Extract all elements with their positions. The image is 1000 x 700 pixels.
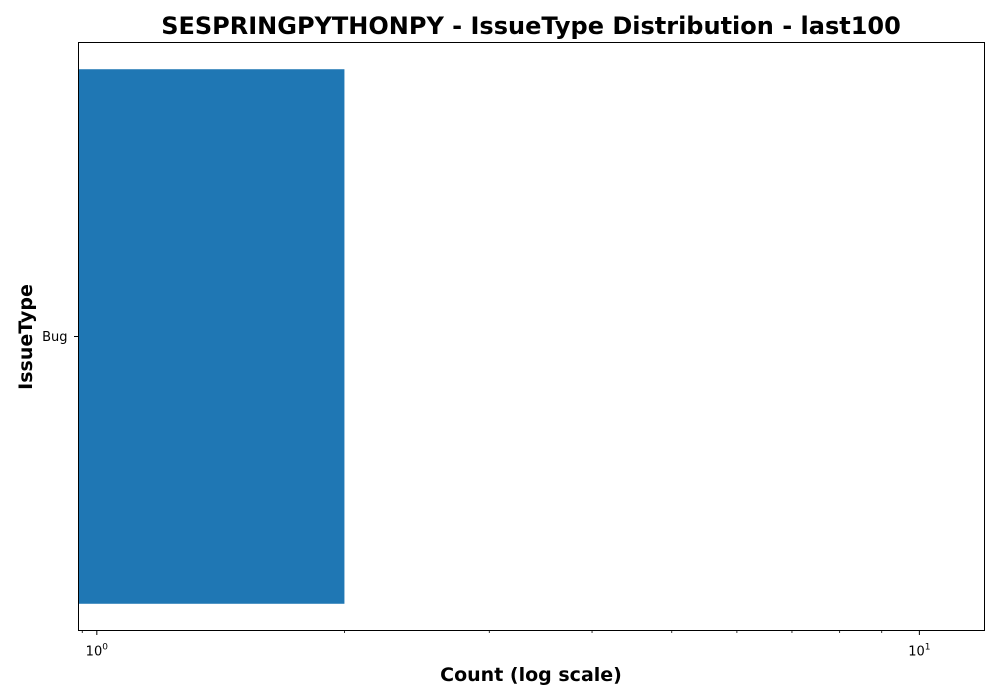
- x-axis-label: Count (log scale): [440, 664, 622, 686]
- y-ticks-layer: Bug: [42, 330, 79, 345]
- x-tick-label: 101: [908, 643, 930, 660]
- y-axis-label: IssueType: [15, 284, 37, 390]
- chart-title: SESPRINGPYTHONPY - IssueType Distributio…: [161, 12, 901, 40]
- x-ticks-layer: 100 101: [81, 630, 931, 660]
- x-tick-label: 100: [86, 643, 109, 660]
- bars-layer: [78, 69, 345, 604]
- y-tick-label: Bug: [42, 330, 67, 345]
- bar-bug: [78, 69, 345, 604]
